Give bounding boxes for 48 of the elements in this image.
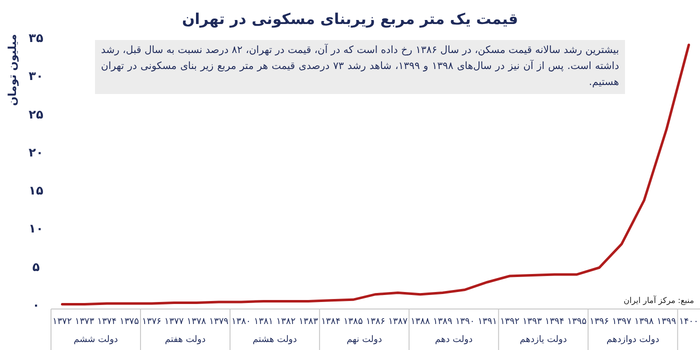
text: دولت دوازدهم — [606, 335, 660, 345]
y-tick-label: ۲۵ — [28, 107, 44, 122]
x-tick-label: ۱۳۷۴ — [97, 317, 117, 327]
x-tick-label: ۱۳۸۶ — [366, 317, 386, 327]
x-tick-label: ۱۳۹۲ — [500, 317, 520, 327]
x-tick-label: ۱۳۹۶ — [590, 317, 610, 327]
x-tick-label: ۱۳۷۹ — [209, 317, 229, 327]
x-tick-label: ۱۳۹۵ — [567, 317, 587, 327]
x-tick-label: ۱۳۹۰ — [455, 317, 475, 327]
text: دولت نهم — [346, 335, 382, 345]
x-tick-label: ۱۳۸۸ — [410, 317, 430, 327]
text: دولت دهم — [435, 335, 473, 345]
x-tick-label: ۱۳۸۱ — [254, 317, 274, 327]
chart-title: قیمت یک متر مربع زیربنای مسکونی در تهران — [182, 10, 518, 28]
y-tick-label: ۱۵ — [28, 184, 44, 198]
x-tick-label: ۱۳۸۳ — [298, 317, 318, 327]
x-tick-label: ۱۳۹۹ — [656, 317, 676, 327]
x-tick-label: ۱۳۹۱ — [478, 317, 498, 327]
y-tick-label: ۳۵ — [28, 31, 44, 45]
y-tick-label: ۵ — [32, 260, 40, 274]
x-tick-label: ۱۳۷۵ — [120, 317, 140, 327]
y-axis-title: میلیون تومان — [6, 34, 19, 106]
x-tick-label: ۱۳۹۴ — [544, 317, 564, 327]
text: دولت هفتم — [164, 335, 206, 345]
y-tick-label: ۰ — [32, 298, 40, 312]
annotation: بیشترین رشد سالانه قیمت مسکن، در سال ۱۳۸۶ رخ داده است که در آن، قیمت در تهران، ۸۲ درصد نسبت به سال قبل، رشد داشته است. پس از آن نیز در سال‌های ۱۳۹۸ و ۱۳۹۹، شاهد رشد ۷۳ درصدی قیمت هر متر مربع زیر بنای مسکونی در تهران هستیم. — [95, 40, 625, 94]
x-tick-label: ۱۳۸۵ — [343, 317, 363, 327]
y-tick-label: ۱۰ — [28, 222, 44, 236]
x-tick-label: ۱۳۹۷ — [612, 317, 632, 327]
text: دولت یازدهم — [520, 335, 567, 345]
x-tick-label: ۱۳۸۰ — [232, 317, 251, 327]
x-tick-label: ۱۴۰۰ — [679, 317, 698, 327]
x-tick-label: ۱۳۹۳ — [522, 317, 542, 327]
x-tick-label: ۱۳۷۸ — [186, 317, 206, 327]
x-tick-label: ۱۳۷۳ — [74, 317, 94, 327]
x-tick-label: ۱۳۷۷ — [164, 317, 184, 327]
x-tick-label: ۱۳۸۴ — [321, 317, 341, 327]
text: دولت ششم — [74, 335, 118, 345]
x-tick-label: ۱۳۷۲ — [52, 317, 72, 327]
annotation: منبع: مرکز آمار ایران — [624, 295, 694, 305]
x-tick-label: ۱۳۸۹ — [432, 317, 452, 327]
y-tick-label: ۳۰ — [28, 69, 44, 84]
y-tick-label: ۲۰ — [28, 145, 44, 160]
x-tick-label: ۱۳۸۷ — [388, 317, 408, 327]
x-tick-label: ۱۳۹۸ — [634, 317, 654, 327]
x-tick-label: ۱۳۸۲ — [276, 317, 296, 327]
text: دولت هشتم — [252, 335, 297, 345]
x-tick-label: ۱۳۷۶ — [142, 317, 162, 327]
